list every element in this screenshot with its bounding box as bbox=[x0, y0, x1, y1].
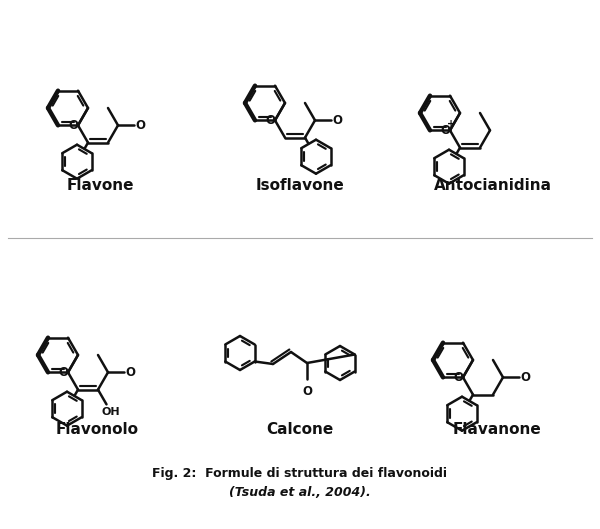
Text: O: O bbox=[58, 366, 68, 379]
Text: Antocianidina: Antocianidina bbox=[434, 178, 552, 193]
Text: O: O bbox=[302, 385, 312, 398]
Text: O: O bbox=[265, 114, 275, 127]
Text: O: O bbox=[453, 371, 463, 384]
Text: Flavanone: Flavanone bbox=[452, 423, 541, 437]
Text: O: O bbox=[135, 119, 145, 132]
Text: O: O bbox=[68, 119, 78, 132]
Text: (Tsuda et al., 2004).: (Tsuda et al., 2004). bbox=[229, 486, 371, 498]
Text: O: O bbox=[520, 371, 530, 384]
Text: Flavonolo: Flavonolo bbox=[56, 423, 139, 437]
Text: Flavone: Flavone bbox=[66, 178, 134, 193]
Text: Calcone: Calcone bbox=[266, 423, 334, 437]
Text: O: O bbox=[332, 114, 342, 127]
Text: +: + bbox=[447, 120, 455, 129]
Text: O: O bbox=[440, 124, 450, 137]
Text: O: O bbox=[125, 366, 135, 379]
Text: Isoflavone: Isoflavone bbox=[256, 178, 344, 193]
Text: OH: OH bbox=[101, 407, 121, 417]
Text: Fig. 2:  Formule di struttura dei flavonoidi: Fig. 2: Formule di struttura dei flavono… bbox=[152, 467, 448, 479]
